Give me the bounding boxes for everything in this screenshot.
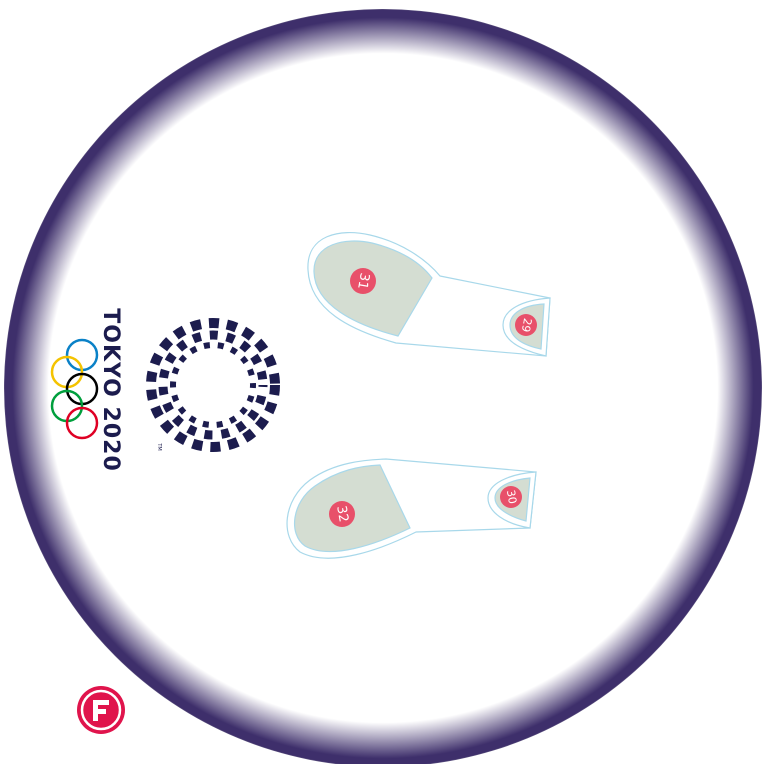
marker: 31 [350,268,376,294]
page: 31 29 32 30 TOKYO 2020 TM (() => { const… [0,0,771,764]
marker-label: 31 [354,272,372,291]
marker-label: 30 [504,489,519,505]
marker: 32 [329,501,355,527]
marker-label: 29 [519,317,534,333]
marker-label: 32 [333,505,351,524]
marker: 29 [515,314,537,336]
diagram: 31 29 32 30 TOKYO 2020 TM [0,0,771,764]
logo-text: TOKYO 2020 [98,308,123,472]
brand-badge [77,686,125,734]
trademark: TM [156,442,162,450]
marker: 30 [500,486,522,508]
